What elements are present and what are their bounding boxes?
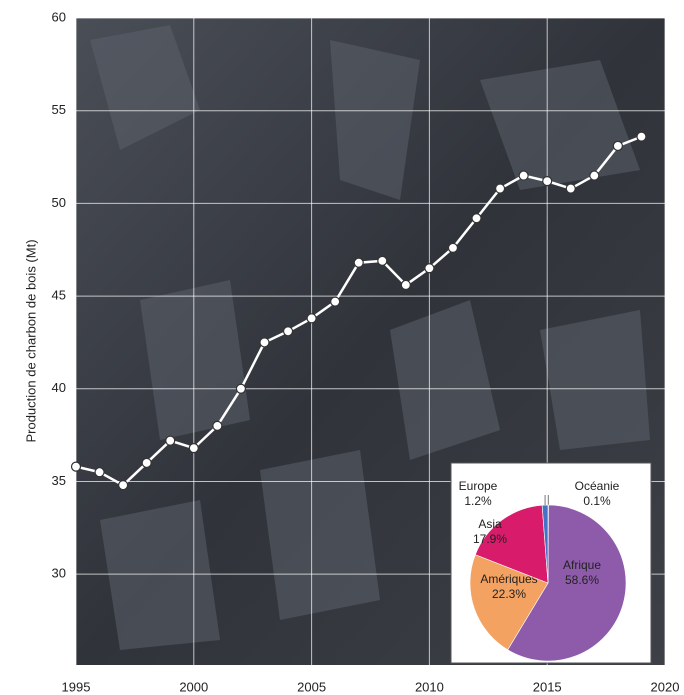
y-tick-label: 35 <box>52 473 66 488</box>
data-point <box>307 314 316 323</box>
pie-label: Afrique <box>563 558 601 572</box>
data-point <box>378 256 387 265</box>
data-point <box>95 468 104 477</box>
data-point <box>142 458 151 467</box>
x-tick-label: 2015 <box>533 679 562 694</box>
pie-value-label: 1.2% <box>464 494 492 508</box>
data-point <box>519 171 528 180</box>
data-point <box>213 421 222 430</box>
pie-value-label: 17.9% <box>473 532 507 546</box>
data-point <box>401 280 410 289</box>
data-point <box>354 258 363 267</box>
data-point <box>260 338 269 347</box>
y-axis-label: Production de charbon de bois (Mt) <box>23 239 38 442</box>
x-tick-label: 2005 <box>297 679 326 694</box>
pie-label: Océanie <box>575 479 620 493</box>
y-tick-label: 50 <box>52 195 66 210</box>
data-point <box>331 297 340 306</box>
y-tick-label: 40 <box>52 380 66 395</box>
x-tick-label: 2010 <box>415 679 444 694</box>
y-tick-label: 30 <box>52 566 66 581</box>
data-point <box>543 177 552 186</box>
data-point <box>72 462 81 471</box>
data-point <box>566 184 575 193</box>
y-tick-label: 55 <box>52 102 66 117</box>
data-point <box>119 481 128 490</box>
pie-label: Europe <box>459 479 498 493</box>
x-tick-label: 1995 <box>62 679 91 694</box>
data-point <box>236 384 245 393</box>
pie-value-label: 58.6% <box>565 573 599 587</box>
x-tick-label: 2000 <box>179 679 208 694</box>
data-point <box>496 184 505 193</box>
data-point <box>448 243 457 252</box>
data-point <box>425 264 434 273</box>
pie-value-label: 22.3% <box>492 587 526 601</box>
data-point <box>637 132 646 141</box>
x-tick-label: 2020 <box>651 679 680 694</box>
y-tick-label: 60 <box>52 9 66 24</box>
y-tick-label: 45 <box>52 288 66 303</box>
data-point <box>613 141 622 150</box>
chart: Production de charbon de bois (Mt) 30 35 4… <box>0 0 684 695</box>
pie-label: Asia <box>478 517 502 531</box>
pie-value-label: 0.1% <box>583 494 611 508</box>
data-point <box>284 327 293 336</box>
data-point <box>166 436 175 445</box>
data-point <box>472 214 481 223</box>
data-point <box>590 171 599 180</box>
data-point <box>189 444 198 453</box>
